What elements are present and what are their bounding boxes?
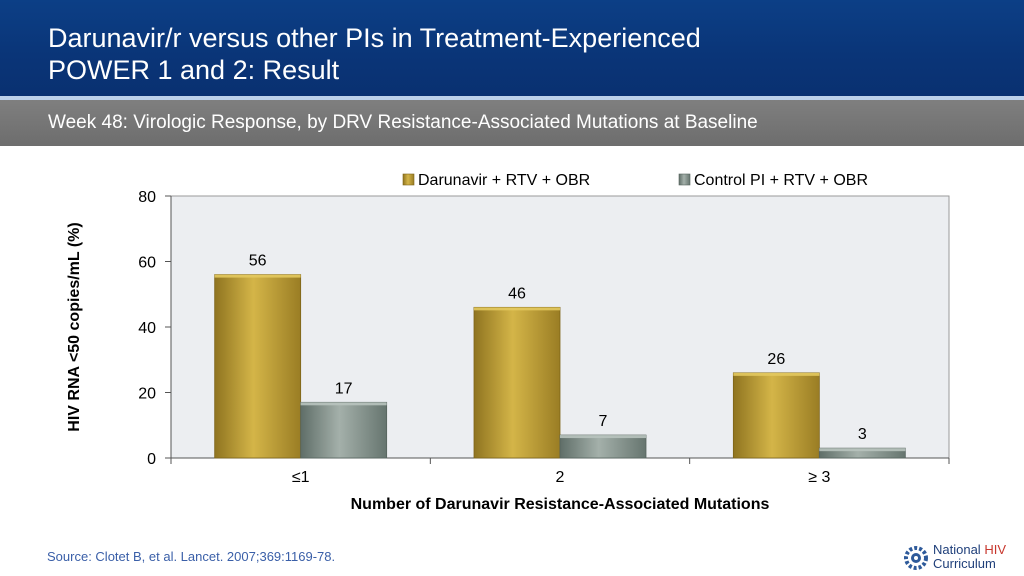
bar-darunavir bbox=[732, 372, 820, 459]
bar-chart: 0 20 40 60 80 HIV RNA <50 copies/mL (%) ≤1 56 17… bbox=[66, 172, 950, 513]
bar-darunavir bbox=[214, 274, 302, 459]
legend-label: Darunavir + RTV + OBR bbox=[418, 172, 590, 189]
x-tick-label: ≤1 bbox=[292, 469, 310, 486]
bar-top-highlight bbox=[733, 372, 820, 376]
legend-swatch bbox=[402, 173, 415, 186]
bar-control bbox=[559, 434, 647, 459]
bar-top-highlight bbox=[819, 448, 906, 452]
data-label: 7 bbox=[599, 413, 608, 430]
title-banner: Darunavir/r versus other PIs in Treatmen… bbox=[0, 0, 1024, 100]
slide-title: Darunavir/r versus other PIs in Treatmen… bbox=[48, 22, 701, 86]
y-tick-label: 20 bbox=[138, 386, 156, 403]
bar-control bbox=[300, 401, 388, 459]
y-axis-title: HIV RNA <50 copies/mL (%) bbox=[66, 222, 83, 431]
y-tick-label: 60 bbox=[138, 255, 156, 272]
bar-top-highlight bbox=[300, 402, 387, 406]
y-tick-label: 80 bbox=[138, 189, 156, 206]
slide-title-line-2: POWER 1 and 2: Result bbox=[48, 55, 340, 85]
bar-darunavir bbox=[473, 306, 561, 459]
y-tick-label: 0 bbox=[147, 451, 156, 468]
source-citation: Source: Clotet B, et al. Lancet. 2007;36… bbox=[47, 549, 336, 564]
national-hiv-curriculum-logo: National HIV Curriculum bbox=[903, 543, 1019, 573]
logo-text-curriculum: Curriculum bbox=[933, 556, 996, 571]
slide-title-line-1: Darunavir/r versus other PIs in Treatmen… bbox=[48, 23, 701, 53]
gear-logo-icon bbox=[904, 546, 928, 570]
y-tick-label: 40 bbox=[138, 320, 156, 337]
legend-label: Control PI + RTV + OBR bbox=[694, 172, 868, 189]
data-label: 46 bbox=[508, 285, 526, 302]
bar-top-highlight bbox=[214, 274, 301, 278]
x-axis-title: Number of Darunavir Resistance-Associate… bbox=[351, 496, 770, 513]
bar-top-highlight bbox=[474, 307, 560, 311]
x-tick-label: ≥ 3 bbox=[808, 469, 830, 486]
data-label: 3 bbox=[858, 426, 867, 443]
title-divider bbox=[0, 96, 1024, 100]
data-label: 26 bbox=[767, 351, 785, 368]
logo-text-national: National bbox=[933, 542, 985, 557]
legend-swatch bbox=[678, 173, 691, 186]
slide-subtitle: Week 48: Virologic Response, by DRV Resi… bbox=[48, 112, 758, 133]
logo-text-hiv: HIV bbox=[984, 542, 1006, 557]
bar-top-highlight bbox=[560, 435, 646, 439]
logo-text: National HIV Curriculum bbox=[933, 543, 1006, 571]
subtitle-bar: Week 48: Virologic Response, by DRV Resi… bbox=[0, 100, 1024, 146]
data-label: 56 bbox=[249, 253, 267, 270]
data-label: 17 bbox=[335, 380, 353, 397]
x-tick-label: 2 bbox=[556, 469, 565, 486]
